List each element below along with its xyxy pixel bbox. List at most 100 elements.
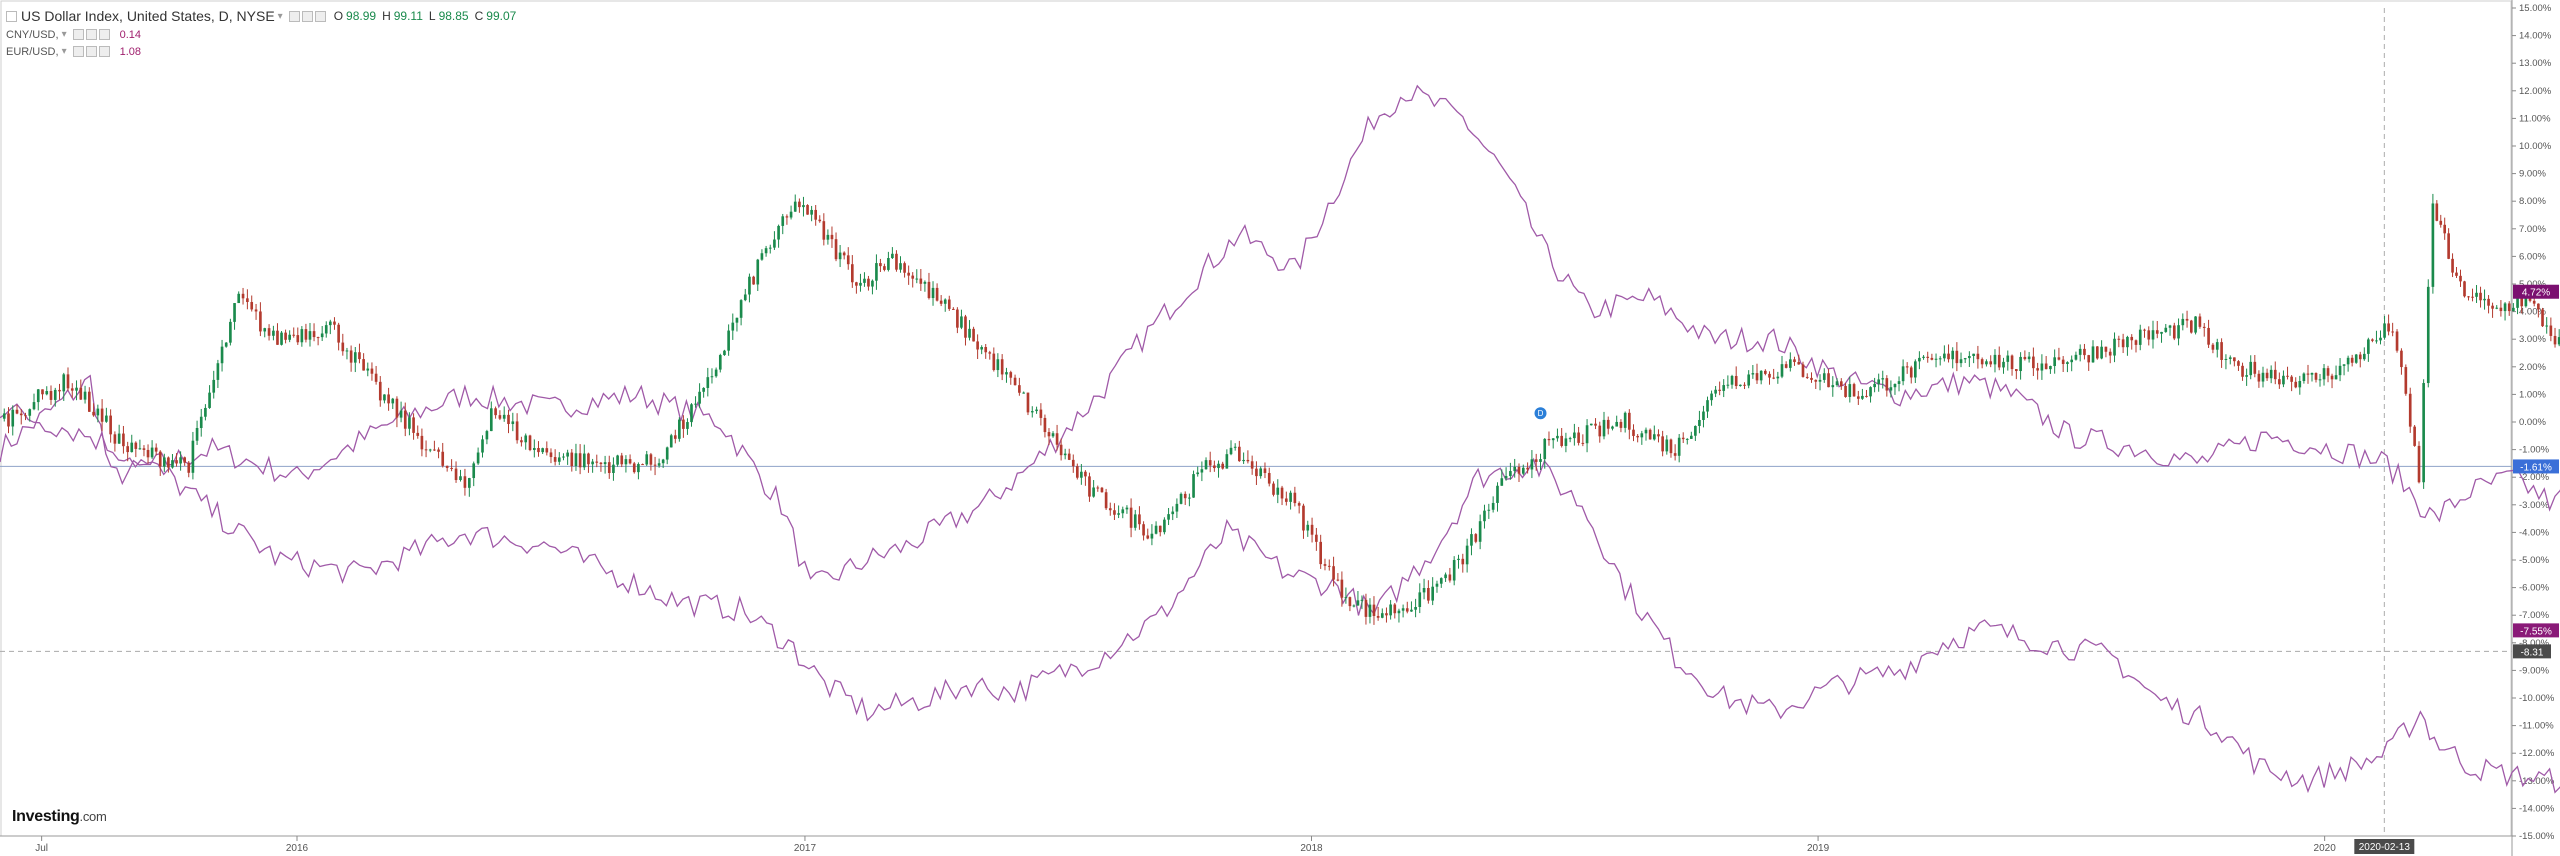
candle-body <box>1734 375 1738 387</box>
candle-body <box>947 299 951 309</box>
settings-icon[interactable] <box>301 10 313 22</box>
candle-body <box>2524 293 2528 307</box>
y-tick-label: -8.00% <box>2519 638 2550 649</box>
legend-collapse-icon[interactable] <box>6 10 17 22</box>
candle-body <box>2198 316 2202 327</box>
chevron-down-icon[interactable]: ▾ <box>61 29 67 40</box>
candle-body <box>1310 524 1314 535</box>
candle-body <box>345 350 349 352</box>
candle-body <box>459 476 462 481</box>
candle-body <box>2334 375 2338 380</box>
candle-body <box>694 403 697 405</box>
candle-body <box>117 433 121 444</box>
candle-body <box>756 259 760 285</box>
usd-candles <box>2 193 2560 625</box>
candle-body <box>2049 366 2052 370</box>
candle-body <box>2061 359 2065 365</box>
candle-body <box>2083 348 2086 356</box>
candle-body <box>138 448 142 450</box>
candle-body <box>2367 339 2370 354</box>
candle-body <box>2160 331 2163 334</box>
close-icon[interactable] <box>314 10 326 22</box>
candle-body <box>1710 393 1713 401</box>
y-tick-label: 13.00% <box>2519 58 2552 69</box>
candle-body <box>450 467 453 469</box>
candle-body <box>1602 419 1606 437</box>
candle-body <box>777 225 780 240</box>
y-tick-label: 1.00% <box>2519 389 2546 400</box>
y-tick-label: 15.00% <box>2519 3 2552 14</box>
candle-body <box>1755 373 1759 381</box>
candle-body <box>1714 389 1717 394</box>
candle-body <box>2143 329 2146 331</box>
eye-icon[interactable] <box>288 10 300 22</box>
candle-body <box>2503 303 2507 312</box>
candle-body <box>863 278 866 283</box>
candle-body <box>1250 461 1254 469</box>
candle-body <box>834 239 838 260</box>
candle-body <box>2228 357 2232 359</box>
candle-body <box>2057 357 2061 360</box>
candle-body <box>587 453 590 465</box>
candle-body <box>1487 509 1491 511</box>
candle-body <box>280 332 283 345</box>
candle-body <box>1133 514 1137 528</box>
candle-body <box>1259 468 1263 477</box>
candle-body <box>814 209 818 220</box>
eye-icon[interactable] <box>72 46 84 57</box>
candle-body <box>105 415 108 422</box>
candle-body <box>1267 472 1271 484</box>
candle-body <box>939 300 943 304</box>
last-value-label: -7.55% <box>2520 626 2552 637</box>
candle-body <box>300 329 304 343</box>
candle-body <box>1389 604 1392 616</box>
candle-body <box>2512 307 2515 312</box>
candle-body <box>595 461 599 463</box>
candle-body <box>818 219 822 222</box>
y-tick-label: -14.00% <box>2519 803 2555 814</box>
candle-body <box>2455 272 2458 276</box>
eye-icon[interactable] <box>72 29 84 40</box>
candle-body <box>1764 370 1767 374</box>
candle-body <box>1881 378 1885 380</box>
settings-icon[interactable] <box>85 29 97 40</box>
candle-body <box>1959 359 1963 364</box>
candle-body <box>316 337 320 339</box>
chevron-down-icon[interactable]: ▾ <box>277 10 283 22</box>
ohlc-high: H 99.11 <box>382 9 423 23</box>
candle-body <box>927 281 931 299</box>
candle-body <box>1452 560 1456 581</box>
line-eurusd <box>0 403 2560 794</box>
candle-body <box>11 409 15 427</box>
candle-body <box>511 421 515 425</box>
candle-body <box>1810 377 1813 380</box>
close-icon[interactable] <box>98 46 110 57</box>
candle-body <box>320 333 324 338</box>
candle-body <box>1075 466 1079 478</box>
candle-body <box>1681 437 1685 440</box>
candle-body <box>395 398 399 418</box>
candle-body <box>70 388 74 391</box>
candle-body <box>1013 377 1017 386</box>
candle-body <box>686 422 689 429</box>
candle-body <box>1594 423 1597 426</box>
chevron-down-icon[interactable]: ▾ <box>61 46 67 57</box>
candle-body <box>2261 372 2265 382</box>
candle-body <box>883 266 886 270</box>
candle-body <box>735 317 739 323</box>
candle-body <box>992 353 996 371</box>
investing-logo: Investing.com <box>12 808 107 825</box>
candle-body <box>1801 364 1805 377</box>
close-icon[interactable] <box>98 29 110 40</box>
candle-body <box>760 253 764 260</box>
candle-body <box>2379 337 2382 341</box>
candle-body <box>92 411 95 416</box>
candle-body <box>1071 459 1075 467</box>
last-value-badge <box>2513 623 2559 638</box>
settings-icon[interactable] <box>85 46 97 57</box>
candle-body <box>624 459 628 465</box>
candle-body <box>1930 357 1934 360</box>
candle-body <box>743 294 747 301</box>
candle-body <box>150 447 154 458</box>
